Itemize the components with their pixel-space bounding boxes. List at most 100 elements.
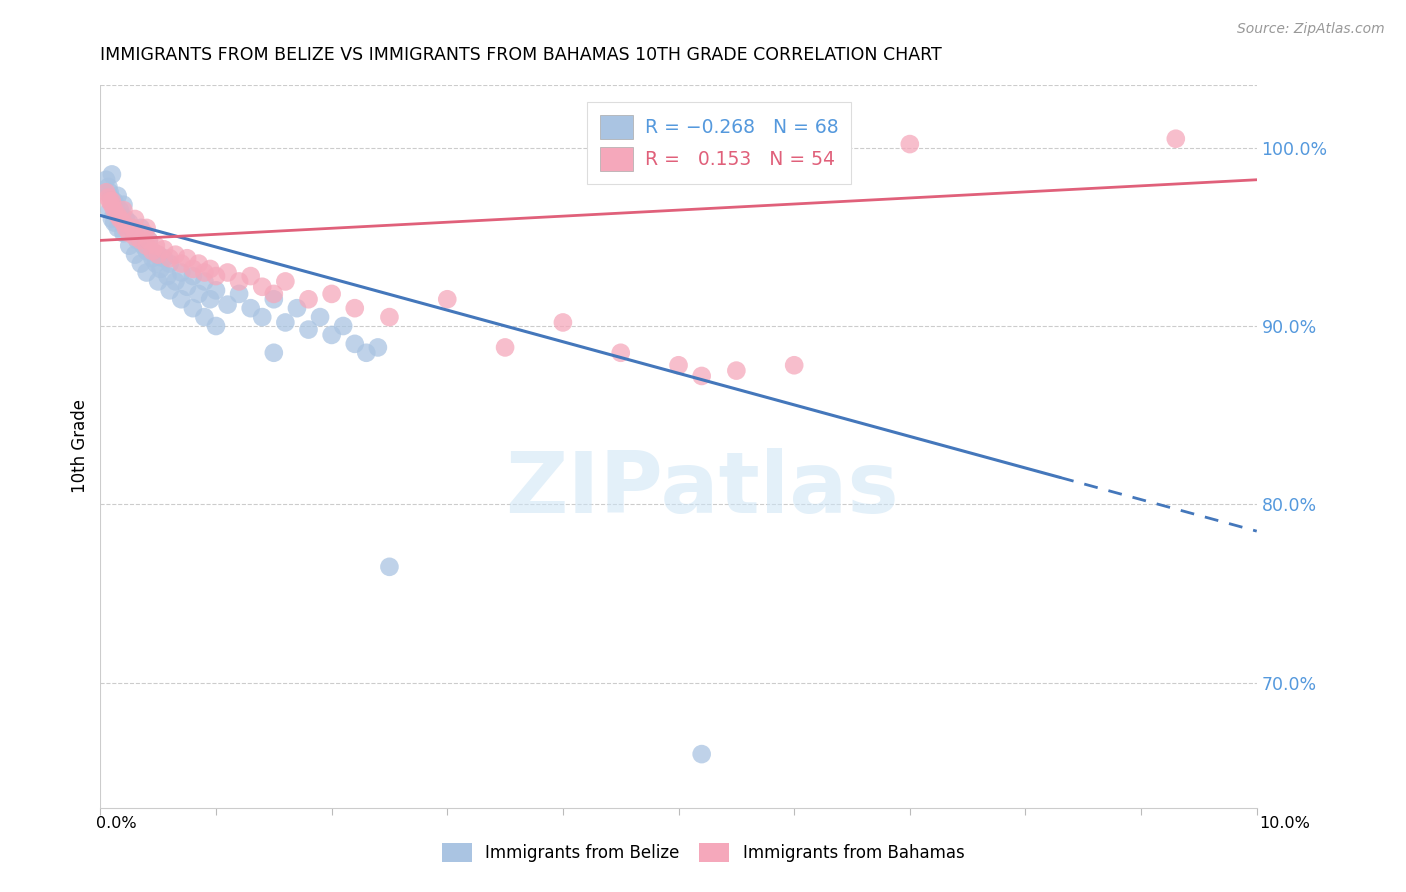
Point — [104, 198, 127, 212]
Point — [200, 262, 222, 277]
Point — [263, 286, 285, 301]
Point — [108, 212, 131, 227]
Point — [101, 194, 124, 209]
Point — [551, 315, 574, 329]
Point — [112, 198, 135, 212]
Point — [309, 310, 332, 324]
Point — [297, 292, 319, 306]
Point — [103, 194, 125, 209]
Point — [103, 216, 125, 230]
Point — [690, 368, 713, 383]
Point — [141, 252, 163, 266]
Point — [274, 275, 297, 289]
Point — [145, 239, 167, 253]
Point — [129, 257, 152, 271]
Point — [494, 340, 516, 354]
Point — [134, 227, 156, 241]
Point — [141, 244, 163, 259]
Point — [121, 221, 143, 235]
Point — [103, 203, 125, 218]
Point — [378, 559, 401, 574]
Point — [187, 257, 209, 271]
Point — [193, 310, 215, 324]
Point — [228, 275, 250, 289]
Point — [356, 345, 378, 359]
Point — [285, 301, 308, 315]
Point — [146, 275, 169, 289]
Point — [193, 266, 215, 280]
Point — [114, 212, 136, 227]
Point — [252, 310, 274, 324]
Point — [217, 266, 239, 280]
Point — [153, 243, 176, 257]
Point — [156, 269, 179, 284]
Point — [112, 227, 135, 241]
Point — [114, 221, 136, 235]
Point — [783, 358, 806, 372]
Point — [378, 310, 401, 324]
Point — [94, 173, 117, 187]
Point — [98, 203, 121, 218]
Point — [252, 279, 274, 293]
Point — [690, 747, 713, 761]
Point — [205, 269, 228, 284]
Point — [124, 248, 146, 262]
Point — [132, 239, 155, 253]
Legend: R = −0.268   N = 68, R =   0.153   N = 54: R = −0.268 N = 68, R = 0.153 N = 54 — [586, 102, 852, 184]
Point — [193, 275, 215, 289]
Point — [165, 248, 187, 262]
Point — [97, 191, 120, 205]
Point — [181, 269, 204, 284]
Point — [200, 292, 222, 306]
Point — [239, 301, 262, 315]
Point — [367, 340, 389, 354]
Point — [98, 186, 121, 200]
Point — [332, 318, 354, 333]
Point — [94, 186, 117, 200]
Point — [609, 345, 631, 359]
Point — [124, 212, 146, 227]
Point — [898, 137, 921, 152]
Point — [170, 266, 193, 280]
Point — [1164, 132, 1187, 146]
Y-axis label: 10th Grade: 10th Grade — [72, 400, 89, 493]
Point — [124, 227, 146, 241]
Point — [668, 358, 690, 372]
Point — [181, 301, 204, 315]
Point — [107, 209, 129, 223]
Point — [101, 168, 124, 182]
Point — [205, 283, 228, 297]
Point — [129, 234, 152, 248]
Point — [97, 180, 120, 194]
Point — [107, 221, 129, 235]
Point — [170, 257, 193, 271]
Point — [343, 336, 366, 351]
Point — [135, 244, 157, 259]
Point — [436, 292, 458, 306]
Point — [118, 227, 141, 241]
Point — [129, 221, 152, 235]
Text: IMMIGRANTS FROM BELIZE VS IMMIGRANTS FROM BAHAMAS 10TH GRADE CORRELATION CHART: IMMIGRANTS FROM BELIZE VS IMMIGRANTS FRO… — [100, 46, 942, 64]
Point — [118, 216, 141, 230]
Point — [98, 194, 121, 209]
Point — [118, 239, 141, 253]
Point — [101, 198, 124, 212]
Point — [321, 327, 343, 342]
Point — [228, 286, 250, 301]
Point — [263, 345, 285, 359]
Point — [146, 248, 169, 262]
Point — [176, 252, 198, 266]
Text: 10.0%: 10.0% — [1260, 816, 1310, 831]
Point — [112, 203, 135, 218]
Point — [159, 257, 181, 271]
Point — [108, 203, 131, 218]
Point — [343, 301, 366, 315]
Point — [149, 262, 172, 277]
Point — [100, 191, 122, 205]
Point — [146, 248, 169, 262]
Point — [135, 221, 157, 235]
Point — [121, 221, 143, 235]
Point — [135, 266, 157, 280]
Point — [159, 283, 181, 297]
Point — [170, 292, 193, 306]
